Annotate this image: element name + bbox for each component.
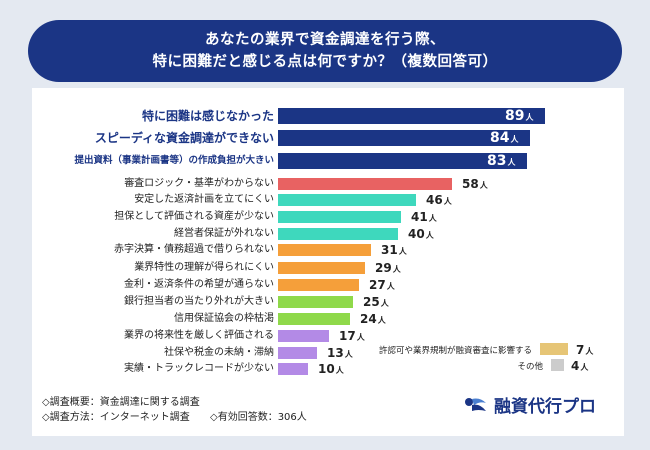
bar-label: 業界の将来性を厳しく評価される <box>124 330 274 341</box>
bar-row: 実績・トラックレコードが少ない 10人 <box>0 361 650 377</box>
bar-row: 金利・返済条件の希望が通らない 27人 <box>0 277 650 293</box>
bar-row: 安定した返済計画を立てにくい 46人 <box>0 192 650 208</box>
bar-label: 担保として評価される資産が少ない <box>114 211 274 222</box>
bar-row: スピーディな資金調達ができない 84人 <box>0 130 650 146</box>
bar-label: 実績・トラックレコードが少ない <box>124 363 274 374</box>
chart-title: あなたの業界で資金調達を行う際、 特に困難だと感じる点は何ですか？（複数回答可） <box>28 20 622 82</box>
bar-row: 担保として評価される資産が少ない 41人 <box>0 209 650 225</box>
value-label: 89人 <box>505 108 534 124</box>
value-label: 40人 <box>408 227 434 241</box>
bar-label: 社保や税金の未納・滞納 <box>164 347 274 358</box>
survey-responses: ◇有効回答数：306人 <box>210 412 307 423</box>
bar <box>278 262 365 274</box>
bar <box>278 296 353 308</box>
bar-row: 赤字決算・債務超過で借りられない 31人 <box>0 242 650 258</box>
logo: 融資代行プロ <box>464 392 596 417</box>
bar <box>278 244 371 256</box>
value-label: 17人 <box>339 329 365 343</box>
bar-label: 銀行担当者の当たり外れが大きい <box>124 296 274 307</box>
bar <box>278 279 359 291</box>
bar-row: 審査ロジック・基準がわからない 58人 <box>0 176 650 192</box>
bar-label: 許認可や業界規制が融資審査に影響する <box>378 346 532 356</box>
bar <box>278 194 416 206</box>
survey-method: ◇調査方法：インターネット調査 <box>42 412 190 423</box>
bar-row: 特に困難は感じなかった 89人 <box>0 108 650 124</box>
value-label: 10人 <box>318 362 344 376</box>
value-label: 27人 <box>369 278 395 292</box>
bar-label: 赤字決算・債務超過で借りられない <box>114 244 274 255</box>
bar-label: 信用保証協会の枠枯渇 <box>174 313 274 324</box>
bar <box>278 108 545 124</box>
title-line-1: あなたの業界で資金調達を行う際、 <box>205 32 445 48</box>
bar <box>278 211 401 223</box>
value-label: 46人 <box>426 193 452 207</box>
value-label: 13人 <box>327 346 353 360</box>
bar-label: 業界特性の理解が得られにくい <box>134 262 274 273</box>
bar <box>278 153 527 169</box>
bar <box>278 130 530 146</box>
value-label: 29人 <box>375 261 401 275</box>
value-label: 41人 <box>411 210 437 224</box>
value-label: 4人 <box>571 359 589 373</box>
bar-row: 業界の将来性を厳しく評価される 17人 <box>0 328 650 344</box>
bar-label: 審査ロジック・基準がわからない <box>124 178 274 189</box>
bar <box>278 330 329 342</box>
bar <box>278 363 308 375</box>
value-label: 58人 <box>462 177 488 191</box>
bar <box>540 343 568 355</box>
value-label: 25人 <box>363 295 389 309</box>
value-label: 84人 <box>490 130 519 146</box>
bar-label: 経営者保証が外れない <box>174 228 274 239</box>
bar <box>551 359 564 371</box>
bar-row: 信用保証協会の枠枯渇 24人 <box>0 311 650 327</box>
bar-label: スピーディな資金調達ができない <box>94 131 274 145</box>
bar-label: 特に困難は感じなかった <box>141 109 274 123</box>
value-label: 31人 <box>381 243 407 257</box>
bar-label: 提出資料（事業計画書等）の作成負担が大きい <box>74 155 274 166</box>
bar-row: 銀行担当者の当たり外れが大きい 25人 <box>0 294 650 310</box>
bar <box>278 347 317 359</box>
logo-wave-icon <box>465 397 486 411</box>
bar-row: 業界特性の理解が得られにくい 29人 <box>0 260 650 276</box>
title-line-2: 特に困難だと感じる点は何ですか？（複数回答可） <box>152 54 498 70</box>
bar <box>278 228 398 240</box>
bar <box>278 178 452 190</box>
bar-row: 提出資料（事業計画書等）の作成負担が大きい 83人 <box>0 153 650 169</box>
bar-label: その他 <box>517 362 543 372</box>
bar-row: 社保や税金の未納・滞納 13人 <box>0 345 650 361</box>
bar <box>278 313 350 325</box>
logo-text: 融資代行プロ <box>494 397 596 417</box>
survey-overview: ◇調査概要：資金調達に関する調査 <box>42 397 200 408</box>
bar-label: 安定した返済計画を立てにくい <box>134 194 274 205</box>
bar-label: 金利・返済条件の希望が通らない <box>124 279 274 290</box>
value-label: 83人 <box>487 153 516 169</box>
value-label: 24人 <box>360 312 386 326</box>
value-label: 7人 <box>576 343 594 357</box>
bar-row: 経営者保証が外れない 40人 <box>0 226 650 242</box>
